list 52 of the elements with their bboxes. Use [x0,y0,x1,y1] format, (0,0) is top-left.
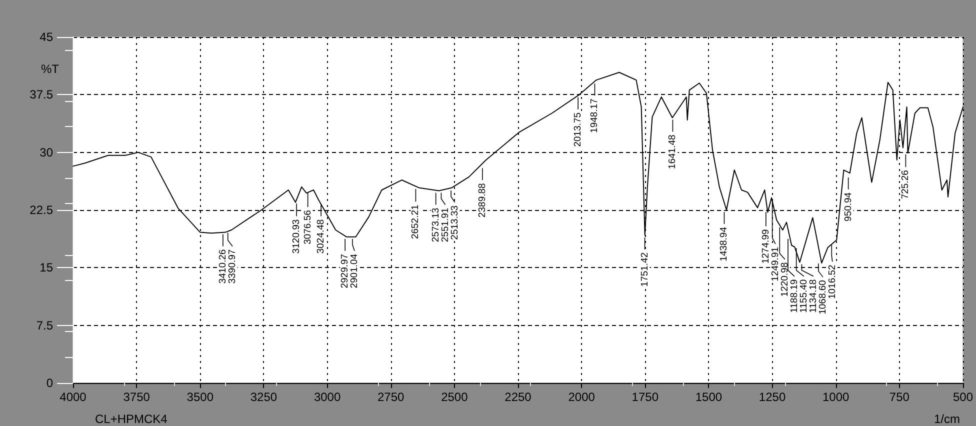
x-tick-label: 2000 [568,390,596,404]
y-tick-label: 22.5 [30,203,54,217]
x-tick-label: 3000 [314,390,341,404]
annotation: 950.94 [842,192,854,222]
annotation: 1274.99 [760,229,772,264]
annotation: 1948.17 [589,98,600,133]
y-tick-label: 37.5 [30,88,54,102]
text: CL+HPMCK4 [95,412,168,426]
annotation: 1641.48 [667,134,678,170]
y-axis-title: %T [41,62,60,76]
x-tick-label: 1750 [632,390,659,404]
annotation: 3390.97 [226,249,238,284]
annotation: 2573.13 [430,208,442,242]
x-tick-label: 1000 [822,390,850,404]
x-tick-label: 2500 [441,390,468,404]
annotation: 3410.26 [217,249,228,284]
annotation: 1068.60 [817,280,828,314]
annotation: 3120.93 [291,219,302,254]
annotation: 1188.19 [788,279,800,313]
x-tick-label: 4000 [60,390,87,404]
annotation: 2652.21 [410,204,422,240]
annotation: 2901.04 [349,254,360,288]
annotation: 1155.40 [798,279,810,313]
annotation: 1016.52 [826,264,838,300]
annotation: 1249.91 [770,246,781,282]
x-tick-label: 1250 [758,390,786,404]
x-tick-label: 1500 [695,390,722,404]
annotation: 2513.33 [449,205,460,240]
x-tick-label: 2750 [378,390,405,404]
annotation: 1220.98 [779,262,790,297]
x-tick-label: 500 [952,390,974,404]
annotation: 3076.56 [302,210,314,244]
y-tick-label: 30 [40,145,54,160]
annotation: 2389.88 [476,183,488,218]
x-tick-label: 750 [889,390,910,404]
x-axis-title: 1/cm [934,412,960,426]
x-tick-label: 3250 [250,390,278,404]
x-tick-label: 3500 [186,390,214,404]
annotation: 2013.75 [572,112,584,147]
y-tick-label: 45 [40,30,54,44]
annotation: 725.26 [900,170,912,200]
x-tick-label: 2250 [504,390,532,404]
annotation: 1134.18 [808,279,819,313]
annotation: 3024.48 [316,219,327,254]
y-tick-label: 7.5 [36,318,54,332]
annotation: 1751.42 [639,252,650,287]
annotation: 1438.94 [718,227,730,262]
annotation: 2929.97 [340,254,351,288]
y-tick-label: 0 [46,376,54,390]
y-tick-label: 15 [40,260,54,275]
x-tick-label: 3750 [123,390,150,404]
annotation: 2551.91 [440,208,451,242]
